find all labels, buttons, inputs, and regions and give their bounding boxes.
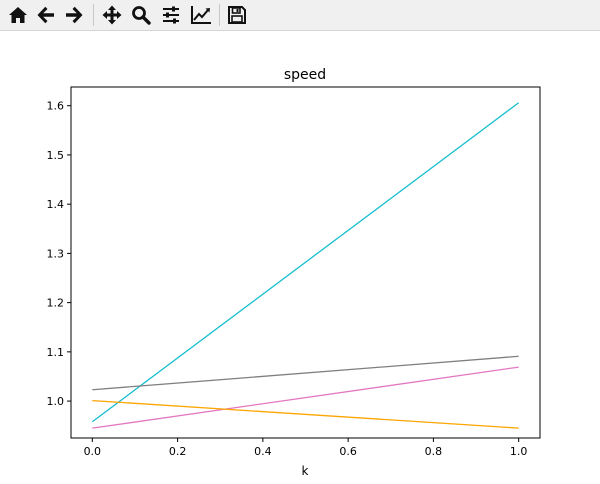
x-tick-label: 0.4	[254, 445, 272, 458]
y-tick-label: 1.5	[47, 149, 65, 162]
edit-axis-button[interactable]	[190, 4, 212, 26]
configure-subplots-icon	[163, 6, 179, 24]
series-line-2	[92, 355, 519, 391]
chart-title: speed	[284, 67, 326, 83]
series-line-3	[92, 366, 519, 429]
edit-axis-icon	[191, 6, 211, 24]
series-line-4	[92, 399, 519, 429]
x-tick-label: 0.6	[339, 445, 357, 458]
x-tick-label: 0.8	[425, 445, 443, 458]
toolbar-separator	[219, 4, 220, 26]
navigation-toolbar	[0, 0, 600, 31]
save-button[interactable]	[226, 4, 248, 26]
zoom-button[interactable]	[130, 4, 152, 26]
zoom-magnifier-icon	[132, 6, 151, 25]
x-axis-label: k	[302, 464, 309, 478]
axes-frame	[70, 86, 541, 439]
y-tick-label: 1.2	[47, 297, 65, 310]
pan-move-icon	[102, 5, 122, 25]
toolbar-separator	[93, 4, 94, 26]
x-tick-label: 1.0	[510, 445, 528, 458]
ticks-layer: 0.0 0.2 0.4 0.6 0.8 1.0 1.0 1.1 1.2 1.3 1.4 1.5 1.6	[47, 100, 528, 458]
y-tick-label: 1.6	[47, 100, 65, 113]
home-button[interactable]	[7, 4, 29, 26]
save-floppy-icon	[228, 6, 246, 24]
configure-subplots-button[interactable]	[160, 4, 182, 26]
y-tick-label: 1.1	[47, 346, 65, 359]
pan-button[interactable]	[101, 4, 123, 26]
forward-button[interactable]	[63, 4, 85, 26]
y-tick-label: 1.3	[47, 247, 65, 260]
series-line-1	[91, 102, 520, 423]
y-tick-label: 1.0	[47, 395, 65, 408]
x-tick-label: 0.0	[84, 445, 102, 458]
back-button[interactable]	[35, 4, 57, 26]
forward-arrow-icon	[66, 6, 83, 24]
x-tick-label: 0.2	[169, 445, 187, 458]
y-tick-label: 1.4	[47, 198, 65, 211]
home-icon	[9, 7, 27, 23]
back-arrow-icon	[37, 6, 54, 24]
series-layer	[91, 102, 520, 429]
chart-canvas: 0.0 0.2 0.4 0.6 0.8 1.01.01.11.21.31.41.51.6 …	[0, 31, 600, 484]
